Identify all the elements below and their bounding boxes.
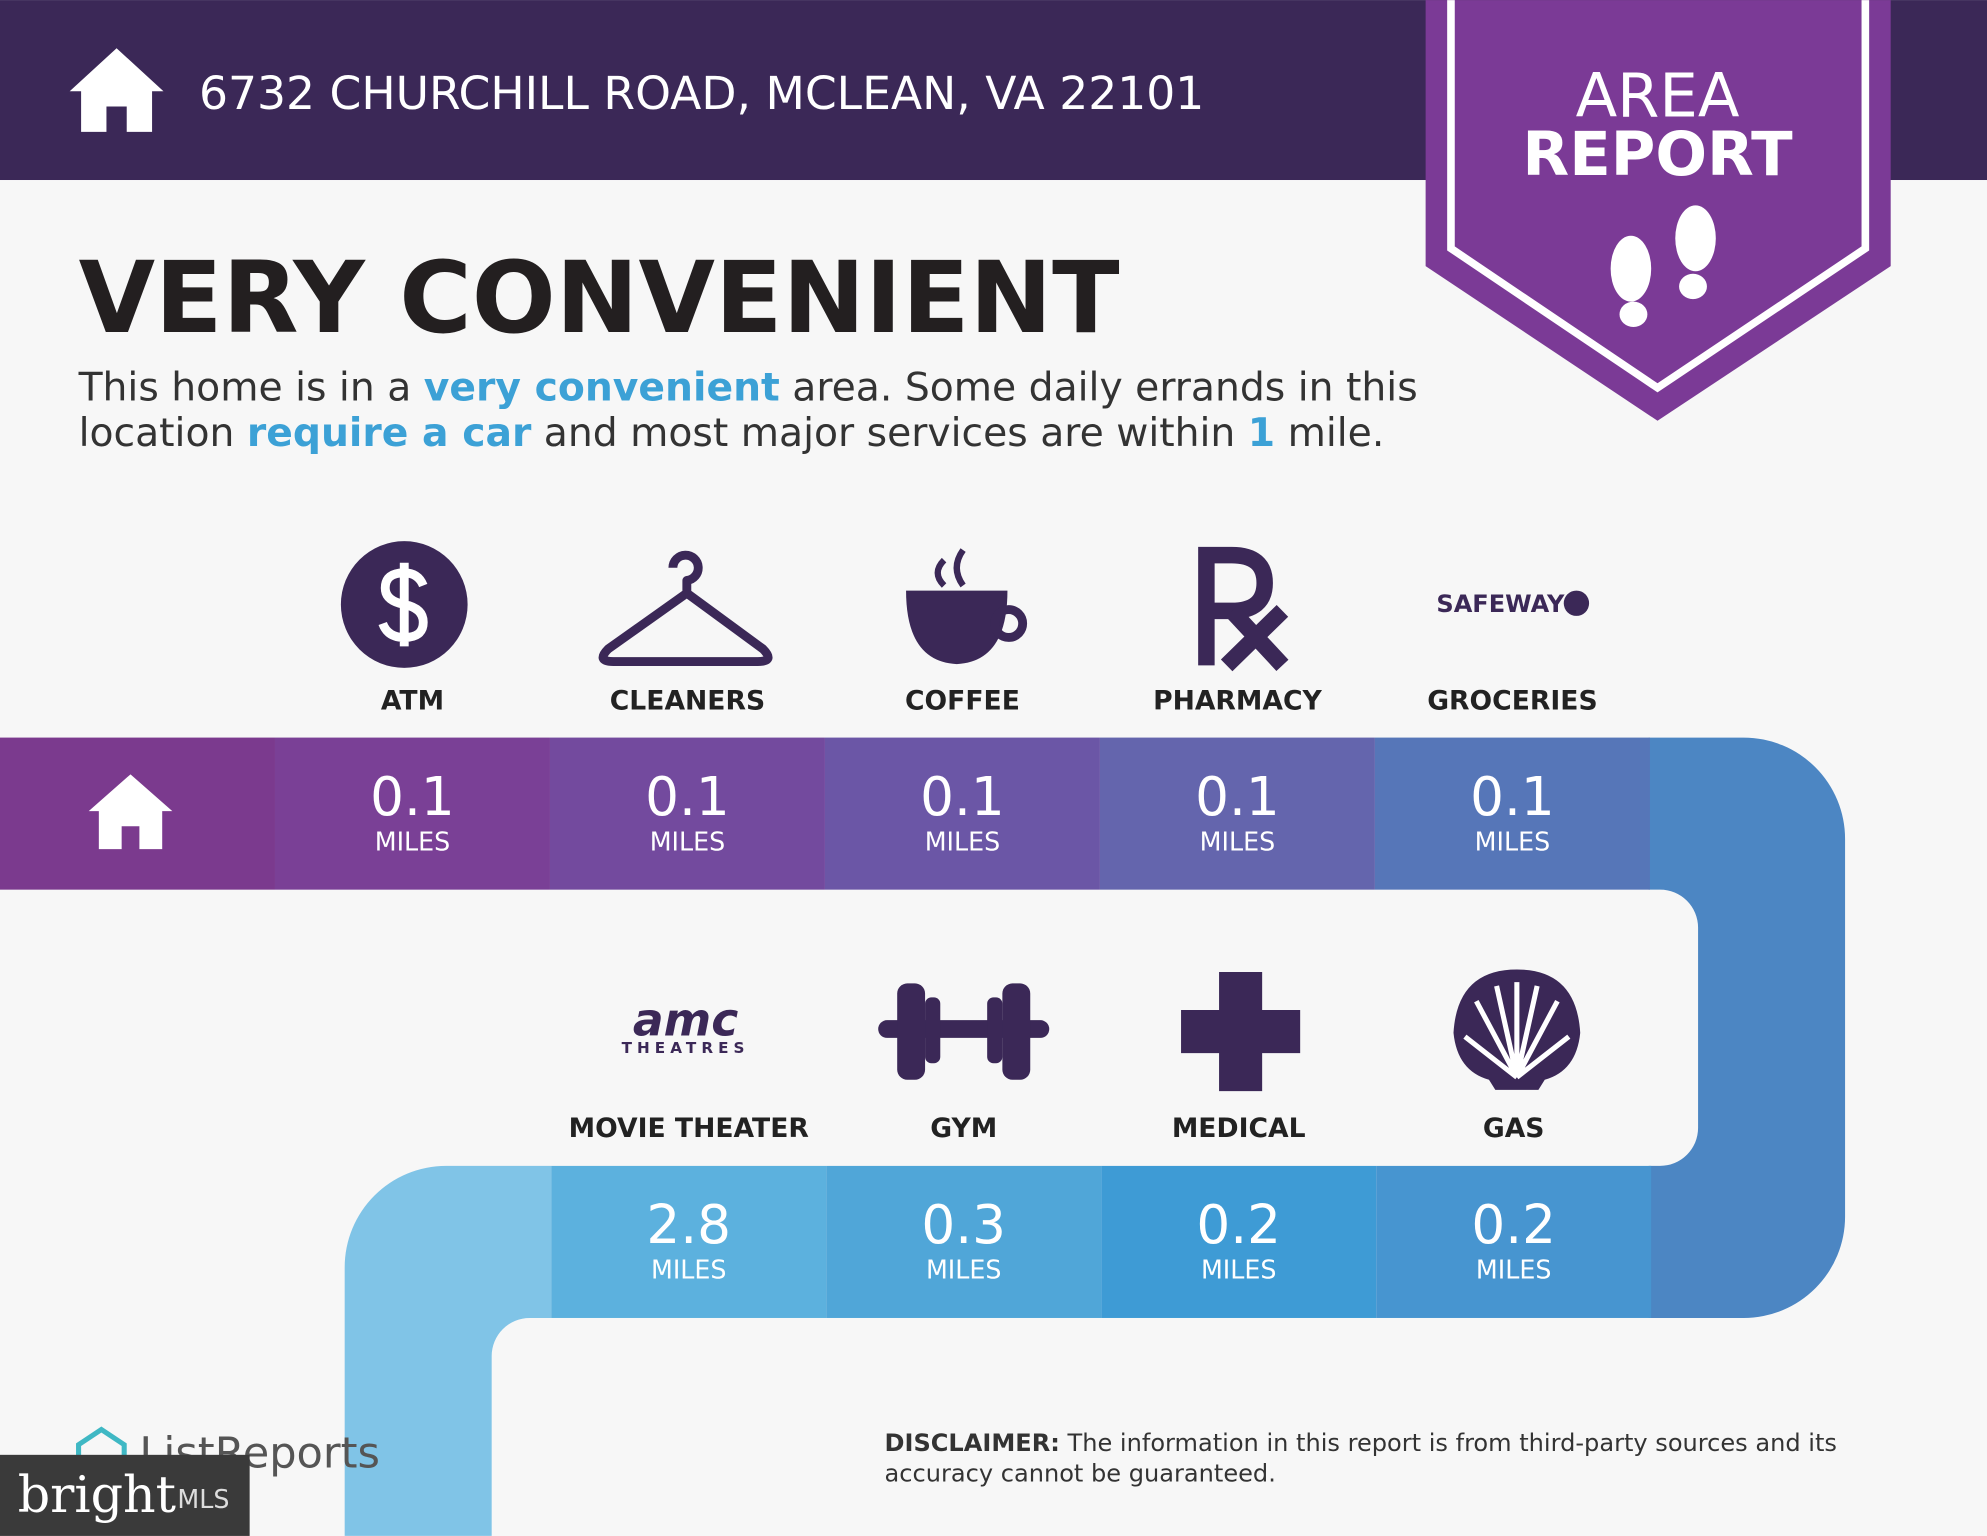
- service-unit: MILES: [375, 826, 451, 856]
- service-unit: MILES: [926, 1255, 1002, 1285]
- service-distance: 0.2: [1471, 1194, 1556, 1256]
- description-highlight: very convenient: [424, 366, 780, 411]
- service-unit: MILES: [650, 826, 726, 856]
- gym-icon: [878, 983, 1050, 1080]
- home-icon: [88, 774, 173, 850]
- service-label: PHARMACY: [1153, 686, 1322, 717]
- service-unit: MILES: [1475, 826, 1551, 856]
- service-cell: [1376, 1165, 1652, 1318]
- service-unit: MILES: [1201, 1255, 1277, 1285]
- gas-icon: [1453, 969, 1581, 1090]
- amc-logo-sub: THEATRES: [622, 1039, 750, 1057]
- service-label: GYM: [930, 1113, 997, 1144]
- brand-icon: [76, 1426, 127, 1458]
- badge: [1425, 0, 1891, 421]
- service-cell: [824, 737, 1100, 890]
- description-line: location require a car and most major se…: [79, 411, 1385, 456]
- safeway-emblem: [1563, 590, 1590, 616]
- service-label: GROCERIES: [1427, 686, 1597, 717]
- service-cell: [549, 737, 825, 890]
- rx-icon: [1198, 546, 1289, 672]
- route-curve: [344, 1165, 552, 1536]
- service-label: MOVIE THEATER: [569, 1113, 809, 1144]
- watermark-sub: MLS: [177, 1484, 229, 1514]
- service-distance: 0.1: [370, 766, 455, 828]
- address: 6732 CHURCHILL ROAD, MCLEAN, VA 22101: [199, 67, 1204, 120]
- headline: VERY CONVENIENT: [79, 241, 1120, 356]
- service-label: COFFEE: [905, 686, 1020, 717]
- medical-icon: [1181, 972, 1301, 1092]
- service-unit: MILES: [925, 826, 1001, 856]
- description-line: This home is in a very convenient area. …: [78, 366, 1418, 411]
- service-label: GAS: [1483, 1113, 1545, 1144]
- disclaimer-text: The information in this report is from t…: [1060, 1429, 1837, 1457]
- service-distance: 0.1: [1195, 766, 1280, 828]
- service-label: MEDICAL: [1172, 1113, 1306, 1144]
- service-distance: 0.3: [921, 1194, 1006, 1256]
- service-cell: [1101, 1165, 1377, 1318]
- description-highlight: 1: [1248, 411, 1275, 456]
- badge-border: [1447, 0, 1870, 393]
- footprints: [1610, 205, 1716, 328]
- disclaimer-text: accuracy cannot be guaranteed.: [885, 1459, 1276, 1487]
- description-text: This home is in a: [78, 366, 424, 411]
- service-cell: [1099, 737, 1375, 890]
- service-distance: 2.8: [646, 1194, 731, 1256]
- badge-line: AREA: [1576, 62, 1740, 132]
- description-text: and most major services are within: [531, 411, 1247, 456]
- service-cell: [1374, 737, 1650, 890]
- badge-line: REPORT: [1522, 120, 1793, 190]
- service-unit: MILES: [651, 1255, 727, 1285]
- service-unit: MILES: [1476, 1255, 1552, 1285]
- description-highlight: require a car: [247, 411, 532, 456]
- service-unit: MILES: [1200, 826, 1276, 856]
- service-distance: 0.1: [920, 766, 1005, 828]
- service-cell: [274, 737, 550, 890]
- description-text: mile.: [1275, 411, 1384, 456]
- coffee-icon: [906, 548, 1028, 665]
- service-distance: 0.1: [1470, 766, 1555, 828]
- service-distance: 0.2: [1196, 1194, 1281, 1256]
- home-icon: [69, 48, 164, 132]
- watermark-box: [0, 1454, 250, 1536]
- service-cell: [551, 1165, 827, 1318]
- watermark: bright: [18, 1465, 176, 1524]
- service-distance: 0.1: [645, 766, 730, 828]
- service-cell: [826, 1165, 1102, 1318]
- service-label: CLEANERS: [610, 686, 765, 717]
- description-text: area. Some daily errands in this: [780, 366, 1418, 411]
- amc-logo: amc: [633, 993, 738, 1046]
- safeway-logo: SAFEWAY: [1436, 590, 1565, 618]
- hanger-icon: [598, 550, 773, 666]
- description-text: location: [79, 411, 247, 456]
- route-curve: [1648, 737, 1846, 1318]
- disclaimer-label: DISCLAIMER:: [885, 1429, 1060, 1457]
- disclaimer: DISCLAIMER: The information in this repo…: [885, 1429, 1837, 1457]
- dollar-sign: [378, 562, 428, 647]
- service-label: ATM: [381, 686, 444, 717]
